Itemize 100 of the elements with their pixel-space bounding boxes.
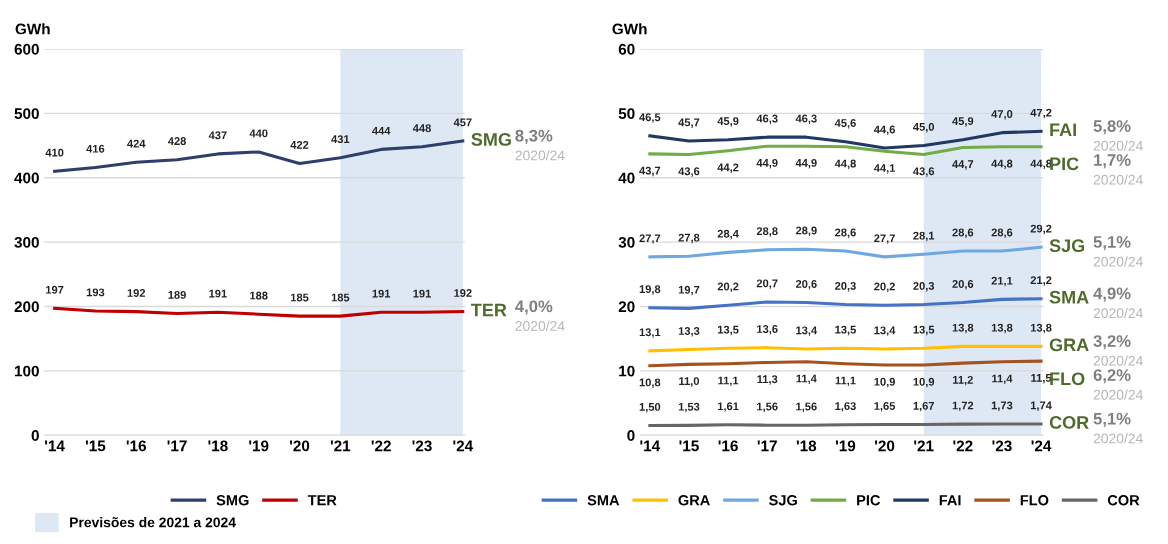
data-label: 45,9 (717, 117, 739, 127)
data-label: 27,8 (678, 233, 700, 244)
data-label: 44,1 (873, 164, 896, 174)
data-label: 43,6 (678, 167, 700, 177)
data-label: 28,8 (756, 227, 778, 237)
legend-label: Previsões de 2021 a 2024 (70, 517, 236, 528)
y-tick-label: 200 (14, 301, 39, 313)
text: 2020/24 (1093, 140, 1143, 151)
data-label: 428 (167, 137, 186, 145)
data-label: 10,8 (639, 378, 661, 388)
text: SJG (1049, 239, 1085, 253)
text: 3,2% (1093, 335, 1131, 350)
y-tick-label: 300 (14, 236, 39, 248)
data-label: 45,0 (913, 122, 935, 133)
x-tick-label: '21 (330, 440, 351, 452)
data-label: 11,1 (835, 376, 856, 387)
legend-label: PIC (857, 495, 881, 506)
text: 2020/24 (1093, 307, 1143, 319)
data-label: 192 (454, 289, 472, 297)
data-label: 20,3 (835, 281, 856, 292)
legend-label: FAI (939, 495, 961, 506)
data-label: 1,56 (757, 402, 778, 413)
y-axis-title: GWh (15, 23, 50, 35)
data-label: 437 (208, 131, 227, 140)
x-tick-label: '15 (679, 440, 699, 452)
data-label: 189 (168, 290, 186, 299)
y-tick-label: 0 (627, 430, 635, 441)
data-label: 10,9 (913, 377, 935, 388)
text: 1,7% (1094, 154, 1131, 169)
data-label: 13,3 (678, 327, 700, 337)
data-label: 191 (413, 289, 431, 298)
text: 2020/24 (1093, 256, 1143, 267)
data-label: 11,3 (757, 375, 778, 385)
data-label: 13,8 (952, 323, 974, 334)
data-label: 13,8 (1030, 323, 1052, 334)
text: COR (1049, 416, 1089, 429)
text: 5,8% (1093, 120, 1131, 135)
data-label: 29,2 (1030, 224, 1052, 235)
data-label: 20,2 (874, 282, 895, 293)
data-label: 448 (412, 124, 431, 133)
data-label: 47,0 (991, 110, 1013, 120)
data-label: 1,50 (639, 402, 661, 413)
y-tick-label: 400 (14, 172, 39, 184)
x-tick-label: '17 (167, 440, 187, 452)
y-tick-label: 50 (618, 108, 635, 120)
x-tick-label: '18 (208, 440, 228, 452)
data-label: 191 (372, 289, 391, 298)
data-label: 19,8 (639, 285, 661, 295)
data-label: 20,6 (952, 280, 974, 290)
data-label: 11,4 (796, 374, 817, 385)
data-label: 27,7 (874, 234, 895, 244)
data-label: 457 (453, 118, 472, 127)
data-label: 20,7 (756, 279, 778, 289)
data-label: 28,1 (913, 231, 935, 242)
legend-label: COR (1107, 495, 1140, 506)
x-tick-label: '23 (412, 440, 432, 452)
legend-label: SMA (587, 495, 620, 506)
data-label: 11,2 (953, 375, 973, 386)
data-label: 444 (372, 126, 391, 135)
data-label: 422 (290, 140, 309, 149)
y-tick-label: 20 (618, 301, 635, 313)
data-label: 10,9 (874, 377, 895, 388)
y-tick-label: 60 (618, 43, 635, 55)
data-label: 44,8 (834, 159, 856, 170)
data-label: 188 (250, 291, 268, 300)
data-label: 1,72 (952, 401, 974, 412)
data-label: 1,74 (1030, 401, 1052, 411)
x-tick-label: '20 (290, 440, 310, 452)
data-label: 20,6 (795, 280, 817, 290)
data-label: 410 (45, 148, 64, 157)
data-label: 28,6 (835, 228, 856, 239)
data-label: 11,0 (679, 377, 700, 387)
legend-label: GRA (678, 495, 710, 506)
x-tick-label: '23 (992, 440, 1012, 452)
data-label: 13,1 (639, 328, 661, 338)
data-label: 28,9 (795, 226, 817, 237)
data-label: 43,6 (913, 167, 935, 177)
data-label: 44,7 (952, 160, 974, 170)
y-tick-label: 40 (618, 172, 635, 184)
x-tick-label: '19 (249, 440, 269, 452)
data-label: 1,65 (874, 402, 896, 412)
text: FAI (1050, 123, 1076, 137)
text: SMA (1049, 290, 1089, 304)
y-tick-label: 30 (618, 236, 635, 248)
line-series (648, 297, 1043, 310)
data-label: 13,5 (913, 325, 935, 336)
y-tick-label: 500 (14, 108, 39, 120)
data-label: 13,6 (757, 325, 778, 335)
data-label: 46,3 (795, 114, 817, 125)
data-label: 28,4 (717, 229, 739, 240)
text: GRA (1049, 338, 1089, 352)
text: PIC (1050, 157, 1079, 171)
x-tick-label: '21 (914, 440, 934, 452)
data-label: 185 (331, 293, 350, 302)
x-tick-label: '14 (640, 440, 661, 452)
text: 2020/24 (1093, 433, 1143, 444)
data-label: 13,5 (717, 325, 739, 336)
y-tick-label: 600 (14, 43, 39, 55)
legend-label: TER (307, 495, 337, 506)
data-label: 20,2 (717, 282, 739, 293)
